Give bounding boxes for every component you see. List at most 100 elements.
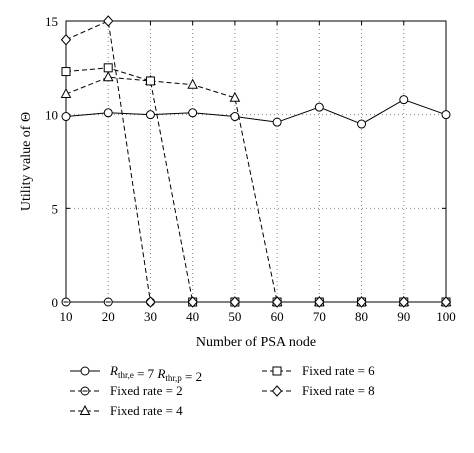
marker-shape — [314, 102, 324, 112]
legend-label-part: = 2 — [182, 369, 202, 384]
marker-shape — [230, 112, 240, 122]
y-tick-label: 10 — [45, 108, 58, 123]
legend-item: Rthr,e = 7 Rthr,p = 2 — [70, 363, 202, 384]
marker-shape — [103, 15, 114, 27]
x-tick-label: 20 — [102, 309, 115, 324]
legend-label-part: thr,p — [165, 373, 182, 383]
circle-marker — [399, 95, 409, 105]
x-tick-label: 50 — [228, 309, 241, 324]
diamond-marker — [229, 296, 241, 308]
x-axis-title: Number of PSA node — [196, 335, 316, 350]
circle-marker — [61, 112, 71, 122]
square-marker — [272, 366, 282, 376]
marker-shape — [60, 33, 72, 46]
legend-item: Fixed rate = 4 — [70, 403, 183, 418]
x-tick-label: 60 — [271, 309, 284, 324]
marker-shape — [102, 71, 114, 82]
marker-shape — [399, 95, 409, 105]
diamond-marker — [60, 33, 72, 46]
diamond-marker — [271, 296, 283, 308]
x-tick-label: 100 — [436, 309, 456, 324]
legend-label: Fixed rate = 4 — [110, 403, 183, 418]
legend-label-part: thr,e — [118, 370, 134, 380]
legend-label: Fixed rate = 6 — [302, 363, 375, 378]
triangle-marker — [229, 91, 241, 102]
x-tick-label: 10 — [60, 309, 73, 324]
x-tick-label: 80 — [355, 309, 368, 324]
marker-shape — [103, 63, 113, 73]
marker-shape — [271, 296, 283, 308]
square-marker — [61, 67, 71, 77]
marker-shape — [145, 296, 156, 308]
x-tick-label: 70 — [313, 309, 326, 324]
diamond-marker — [271, 385, 283, 397]
circle-marker — [357, 119, 367, 129]
marker-shape — [187, 78, 198, 89]
diamond-marker — [145, 296, 156, 308]
marker-shape — [187, 296, 198, 308]
legend-item: Fixed rate = 6 — [262, 363, 375, 378]
diamond-marker — [314, 296, 325, 308]
marker-shape — [103, 108, 113, 118]
diamond-marker — [187, 296, 198, 308]
circle-marker — [188, 108, 198, 118]
marker-shape — [272, 366, 282, 376]
plot-frame — [65, 20, 447, 303]
x-tick-label: 40 — [186, 309, 199, 324]
marker-shape — [145, 76, 155, 86]
circle-marker — [441, 110, 451, 120]
diamond-marker — [103, 15, 114, 27]
triangle-marker — [102, 71, 114, 82]
marker-shape — [357, 119, 367, 129]
legend-label: Fixed rate = 8 — [302, 383, 375, 398]
triangle-marker — [79, 404, 91, 415]
marker-shape — [79, 404, 91, 415]
circle-marker — [103, 108, 113, 118]
marker-shape — [188, 108, 198, 118]
y-tick-label: 0 — [52, 295, 59, 310]
series-line — [65, 99, 447, 125]
x-tick-label: 90 — [397, 309, 410, 324]
series-line — [65, 76, 446, 303]
marker-shape — [272, 117, 282, 127]
marker-shape — [229, 91, 241, 102]
circle-dash-marker — [61, 297, 71, 307]
marker-shape — [271, 385, 283, 397]
circle-marker — [314, 102, 324, 112]
triangle-marker — [60, 87, 72, 99]
y-tick-label: 5 — [52, 201, 59, 216]
marker-shape — [356, 296, 367, 308]
series-3 — [61, 63, 451, 307]
legend-label-part: R — [156, 366, 165, 381]
y-tick-label: 15 — [45, 14, 58, 29]
marker-shape — [441, 110, 451, 120]
marker-shape — [398, 296, 409, 308]
marker-shape — [229, 296, 241, 308]
marker-shape — [145, 110, 155, 120]
square-marker — [145, 76, 155, 86]
circle-marker — [80, 366, 90, 376]
diamond-marker — [440, 296, 452, 308]
marker-shape — [61, 67, 71, 77]
x-tick-label: 30 — [144, 309, 157, 324]
series-line — [65, 20, 446, 303]
series-0 — [61, 95, 451, 129]
legend-label-part: = 7 — [134, 366, 158, 381]
circle-dash-marker — [103, 297, 113, 307]
y-axis-title: Utility value of Θ — [19, 112, 34, 211]
series-line — [65, 67, 446, 303]
marker-shape — [61, 112, 71, 122]
series-4 — [60, 15, 452, 308]
circle-marker — [230, 112, 240, 122]
triangle-marker — [187, 78, 198, 89]
series-2 — [60, 71, 452, 306]
circle-dash-marker — [80, 386, 90, 396]
legend-label-part: R — [109, 363, 118, 378]
legend-item: Fixed rate = 8 — [262, 383, 375, 398]
legend-label: Rthr,e = 7 Rthr,p = 2 — [109, 363, 202, 384]
diamond-marker — [398, 296, 409, 308]
legend-label: Fixed rate = 2 — [110, 383, 183, 398]
square-marker — [103, 63, 113, 73]
